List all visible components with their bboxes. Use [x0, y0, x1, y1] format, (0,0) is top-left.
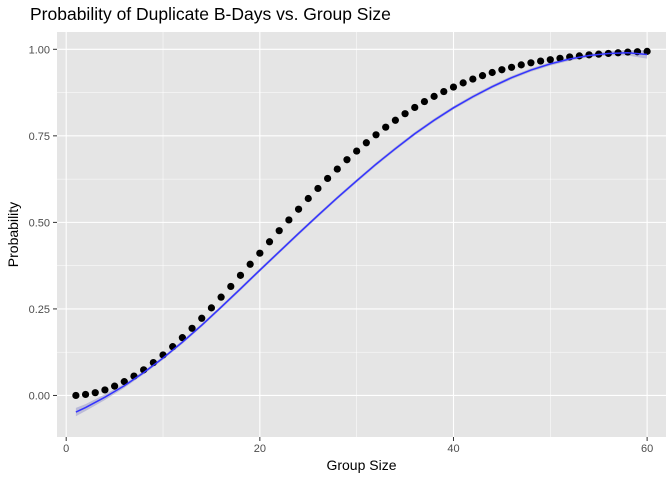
data-point — [285, 216, 293, 224]
data-point — [236, 271, 245, 279]
data-point — [101, 386, 109, 394]
data-point — [459, 79, 467, 87]
x-tick-label: 0 — [63, 443, 69, 455]
data-point — [72, 391, 80, 400]
data-point — [546, 56, 554, 64]
data-point — [188, 324, 196, 332]
data-point — [517, 61, 525, 69]
data-point — [527, 59, 535, 67]
smooth-line — [75, 52, 648, 413]
y-axis-ticks: 0.00 0.25 0.50 0.75 1.00 — [29, 44, 57, 402]
x-axis-title: Group Size — [326, 457, 396, 473]
x-axis-ticks: 0 20 40 60 — [63, 437, 653, 455]
data-point — [449, 83, 458, 91]
data-point — [537, 57, 545, 65]
data-point — [478, 72, 487, 80]
data-point — [246, 260, 254, 268]
y-tick-label: 0.25 — [29, 304, 50, 316]
data-point — [411, 103, 419, 112]
data-point — [343, 156, 351, 164]
data-point — [498, 66, 506, 74]
smooth-line-layer — [75, 52, 648, 413]
data-point — [391, 116, 399, 124]
data-point — [314, 184, 322, 193]
data-point — [556, 54, 564, 62]
data-point — [643, 47, 651, 55]
data-point — [111, 382, 119, 390]
data-point — [440, 87, 448, 96]
data-point — [353, 147, 361, 155]
plot-panel — [57, 32, 666, 437]
data-point — [507, 63, 516, 71]
y-tick-label: 0.75 — [29, 131, 50, 143]
data-point — [333, 165, 341, 173]
data-point — [217, 293, 225, 301]
data-point — [265, 238, 274, 246]
data-point — [256, 249, 264, 257]
data-point — [488, 68, 496, 77]
data-point — [469, 75, 477, 83]
grid-minor — [57, 32, 666, 437]
data-point — [198, 314, 206, 322]
y-tick-label: 1.00 — [29, 44, 50, 56]
y-axis-title: Probability — [5, 202, 21, 267]
x-tick-label: 20 — [254, 443, 266, 455]
x-tick-label: 60 — [641, 443, 653, 455]
data-point — [178, 334, 186, 342]
grid-major — [57, 32, 666, 437]
data-point — [382, 123, 390, 131]
data-point — [420, 97, 429, 106]
data-point — [430, 92, 438, 100]
data-point — [324, 174, 332, 183]
chart-title: Probability of Duplicate B-Days vs. Grou… — [30, 4, 391, 24]
y-tick-label: 0.00 — [29, 390, 50, 402]
data-point — [227, 282, 235, 291]
data-point — [294, 205, 303, 213]
data-point — [362, 139, 370, 147]
data-point — [207, 304, 216, 312]
data-point — [372, 131, 380, 139]
data-point — [120, 378, 128, 386]
data-point — [275, 227, 283, 235]
data-point — [81, 390, 90, 399]
data-point — [401, 110, 409, 118]
data-point — [304, 194, 312, 203]
y-tick-label: 0.50 — [29, 217, 50, 229]
data-point — [91, 389, 99, 397]
x-tick-label: 40 — [447, 443, 459, 455]
